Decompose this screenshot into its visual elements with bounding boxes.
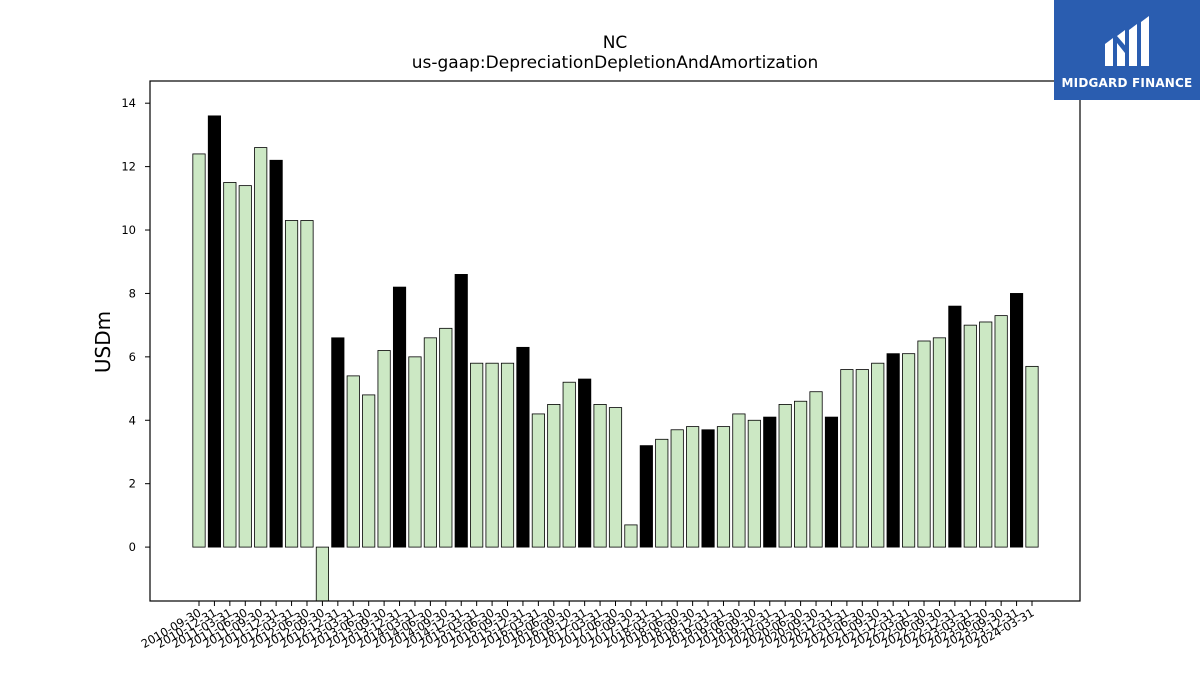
bar-2017-03-31 — [593, 404, 607, 548]
bar-2022-12-31 — [948, 305, 962, 548]
y-tick-label: 4 — [129, 413, 136, 427]
y-tick-label: 6 — [129, 350, 136, 364]
bar-2012-09-30 — [315, 546, 329, 602]
bar-2012-03-31 — [284, 220, 299, 548]
bar-2011-12-31 — [269, 159, 283, 548]
y-axis-label: USDm — [91, 311, 115, 373]
bar-2024-03-31 — [1025, 365, 1039, 548]
bar-2021-03-31 — [840, 369, 854, 548]
bar-2013-09-30 — [377, 350, 391, 548]
y-tick-label: 12 — [121, 160, 136, 174]
bar-2012-12-31 — [331, 337, 345, 548]
y-axis-ticks: 0 2 4 6 8 10 12 14 — [121, 96, 150, 554]
bar-2023-03-31 — [963, 324, 977, 548]
plot-frame — [149, 80, 1081, 602]
bar-2012-06-30 — [300, 220, 314, 548]
bar-2017-09-30 — [624, 524, 638, 548]
bar-2013-12-31 — [392, 286, 407, 548]
bar-2014-09-30 — [439, 327, 453, 548]
y-tick-label: 8 — [129, 286, 136, 300]
bar-2022-06-30 — [917, 340, 931, 548]
bar-2021-09-30 — [871, 362, 885, 548]
bar-2018-09-30 — [686, 426, 700, 548]
bar-2016-03-31 — [531, 413, 545, 548]
bar-2014-03-31 — [408, 356, 422, 548]
bar-2015-09-30 — [500, 362, 515, 548]
bars-group — [192, 115, 1039, 602]
bar-2021-12-31 — [886, 353, 900, 548]
bar-2023-09-30 — [994, 315, 1008, 548]
bar-2022-03-31 — [902, 353, 916, 548]
brand-name: MIDGARD FINANCE — [1061, 76, 1193, 90]
bar-2015-03-31 — [470, 362, 484, 548]
y-tick-label: 0 — [129, 540, 136, 554]
bar-2013-06-30 — [362, 394, 376, 548]
bar-2019-06-30 — [732, 413, 746, 548]
bar-2017-12-31 — [639, 445, 653, 548]
y-tick-label: 10 — [121, 223, 136, 237]
y-tick-label: 14 — [121, 96, 136, 110]
bar-2011-09-30 — [254, 147, 268, 548]
bar-2010-09-30 — [192, 153, 206, 548]
bar-2014-06-30 — [423, 337, 437, 548]
bar-2023-06-30 — [979, 321, 993, 548]
bar-2023-12-31 — [1010, 293, 1024, 548]
bar-2016-09-30 — [562, 381, 576, 548]
bar-2015-06-30 — [485, 362, 499, 548]
chart-subtitle: us-gaap:DepreciationDepletionAndAmortiza… — [412, 53, 819, 73]
bar-2014-12-31 — [454, 274, 468, 548]
bar-2015-12-31 — [516, 346, 530, 548]
bar-2020-12-31 — [824, 416, 839, 548]
bar-2017-06-30 — [608, 407, 623, 548]
bar-2021-06-30 — [855, 369, 869, 548]
bar-2020-03-31 — [778, 404, 792, 548]
bar-2018-06-30 — [670, 429, 684, 548]
bar-2020-09-30 — [809, 391, 823, 548]
bar-2016-12-31 — [578, 378, 592, 548]
midgard-finance-logo-icon — [1105, 16, 1149, 66]
bar-2013-03-31 — [346, 375, 360, 548]
bar-2019-12-31 — [763, 416, 777, 548]
bar-2019-03-31 — [716, 426, 731, 548]
bar-2011-03-31 — [223, 182, 237, 548]
bar-2018-03-31 — [655, 438, 669, 548]
bar-2020-06-30 — [794, 400, 808, 548]
bar-2011-06-30 — [238, 185, 252, 548]
chart-title: NC — [603, 33, 628, 53]
y-tick-label: 2 — [129, 477, 136, 491]
x-axis-ticks: 2010-09-302010-12-312011-03-312011-06-30… — [139, 601, 1037, 651]
bar-2022-09-30 — [932, 337, 947, 548]
bar-2016-06-30 — [547, 404, 561, 548]
bar-2018-12-31 — [701, 429, 715, 548]
bar-2010-12-31 — [207, 115, 221, 548]
brand-logo: MIDGARD FINANCE — [1054, 0, 1200, 100]
bar-2019-09-30 — [747, 419, 761, 548]
